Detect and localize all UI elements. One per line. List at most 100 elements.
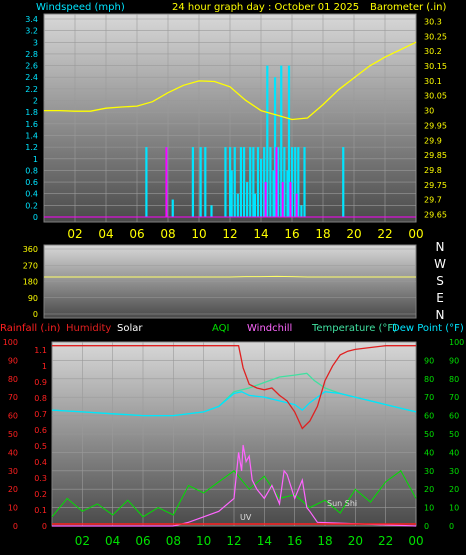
windspeed-bar xyxy=(342,147,345,217)
baro-tick-label: 30 xyxy=(424,107,434,116)
windspeed-bar xyxy=(249,147,252,217)
x-tick-label: 10 xyxy=(196,534,211,548)
windspeed-bar xyxy=(191,147,194,217)
compass-letter: S xyxy=(436,274,444,288)
temperature-tick-label: 10 xyxy=(424,504,434,513)
windspeed-bar xyxy=(253,193,256,217)
x-tick-label: 04 xyxy=(98,227,113,241)
graph-title: 24 hour graph day : October 01 2025 xyxy=(172,2,359,13)
humidity-tick-label: 30 xyxy=(8,467,18,476)
x-tick-label: 12 xyxy=(222,227,237,241)
wind-direction-ticks: 360 270 180 90 0 xyxy=(23,245,38,319)
wind-direction-line xyxy=(44,275,416,278)
aqi-line xyxy=(51,470,417,518)
baro-tick-label: 30.3 xyxy=(424,17,442,26)
baro-axis-ticks: 30.3 30.25 30.2 30.15 30.1 30.05 30 29.95 29.9 29… xyxy=(424,17,447,219)
windspeed-bar xyxy=(252,147,255,217)
humidity-tick-label: 100 xyxy=(3,338,18,347)
baro-tick-label: 30.15 xyxy=(424,62,447,71)
rainfall-tick-label: 0.2 xyxy=(34,490,47,499)
legend-windchill: Windchill xyxy=(247,323,292,334)
wind-tick-label: 2.8 xyxy=(25,50,38,59)
windspeed-bar xyxy=(303,147,306,217)
aqi-tick-label: 90 xyxy=(449,356,459,365)
windspeed-bar xyxy=(236,193,239,217)
solar-line xyxy=(52,444,417,527)
legend-aqi: AQI xyxy=(212,323,230,334)
rainfall-tick-label: 0.9 xyxy=(34,378,47,387)
x-tick-label: 06 xyxy=(129,227,144,241)
temperature-tick-label: 60 xyxy=(424,412,434,421)
gust-bar xyxy=(281,182,284,217)
humidity-tick-label: 40 xyxy=(8,448,18,457)
weather-x-ticks: 02 04 06 08 10 12 14 16 18 20 22 00 xyxy=(75,534,424,548)
compass-letter: E xyxy=(436,291,444,305)
aqi-tick-label: 30 xyxy=(449,467,459,476)
windspeed-bar xyxy=(273,77,277,217)
gust-bar xyxy=(264,182,267,217)
uv-annotation: UV xyxy=(240,513,252,522)
rainfall-tick-label: 0.3 xyxy=(34,474,47,483)
windspeed-bar xyxy=(294,147,297,217)
x-tick-label: 14 xyxy=(257,534,272,548)
x-tick-label: 22 xyxy=(378,534,393,548)
temperature-tick-label: 90 xyxy=(424,356,434,365)
windspeed-bar xyxy=(233,147,236,217)
baro-tick-label: 29.65 xyxy=(424,211,447,220)
direction-tick-label: 180 xyxy=(23,278,38,287)
temperature-tick-label: 40 xyxy=(424,448,434,457)
rainfall-tick-label: 1 xyxy=(42,362,47,371)
wind-axis-label: Windspeed (mph) xyxy=(36,2,125,13)
aqi-tick-label: 80 xyxy=(449,375,459,384)
legend-humidity: Humidity xyxy=(66,323,111,334)
dewpoint-line xyxy=(51,391,417,417)
aqi-tick-label: 0 xyxy=(449,522,454,531)
windspeed-bar xyxy=(277,147,280,217)
gust-bar xyxy=(289,182,292,217)
x-tick-label: 10 xyxy=(191,227,206,241)
baro-tick-label: 29.8 xyxy=(424,166,442,175)
windspeed-bars xyxy=(145,65,345,218)
wind-tick-label: 1.4 xyxy=(25,131,38,140)
x-tick-label: 12 xyxy=(226,534,241,548)
windspeed-bar xyxy=(229,147,232,217)
windspeed-bar xyxy=(280,65,283,218)
gust-bars xyxy=(44,147,416,218)
compass-letter: N xyxy=(436,240,445,254)
baro-tick-label: 29.9 xyxy=(424,136,442,145)
sunshine-annotation: Sun Shi xyxy=(327,499,357,508)
x-tick-label: 20 xyxy=(348,534,363,548)
direction-tick-label: 90 xyxy=(28,294,38,303)
windspeed-bar xyxy=(283,147,286,217)
x-tick-label: 02 xyxy=(75,534,90,548)
baro-tick-label: 29.85 xyxy=(424,151,447,160)
windspeed-bar xyxy=(210,205,213,217)
rainfall-tick-label: 0.4 xyxy=(34,458,47,467)
direction-tick-label: 360 xyxy=(23,245,38,254)
windspeed-bar xyxy=(230,170,233,217)
direction-tick-label: 0 xyxy=(33,310,38,319)
baro-tick-label: 30.1 xyxy=(424,77,442,86)
baro-tick-label: 29.95 xyxy=(424,121,447,130)
x-tick-label: 22 xyxy=(377,227,392,241)
compass-letter: N xyxy=(436,308,445,322)
aqi-tick-label: 20 xyxy=(449,485,459,494)
baro-tick-label: 29.75 xyxy=(424,181,447,190)
wind-axis-ticks: 3.4 3.2 3 2.8 2.6 2.4 2.2 2 1.8 1.6 1.4 1.2 1 0.8 0.6 0… xyxy=(25,15,38,222)
barometer-line xyxy=(44,41,417,121)
x-tick-label: 20 xyxy=(346,227,361,241)
wind-tick-label: 0.6 xyxy=(25,178,38,187)
wind-tick-label: 2 xyxy=(33,97,38,106)
aqi-tick-label: 50 xyxy=(449,430,459,439)
aqi-tick-label: 70 xyxy=(449,393,459,402)
windspeed-bar xyxy=(260,158,263,217)
gust-bar xyxy=(295,193,298,217)
humidity-line xyxy=(52,345,416,430)
humidity-tick-label: 60 xyxy=(8,412,18,421)
humidity-tick-label: 50 xyxy=(8,430,18,439)
baro-tick-label: 30.05 xyxy=(424,92,447,101)
